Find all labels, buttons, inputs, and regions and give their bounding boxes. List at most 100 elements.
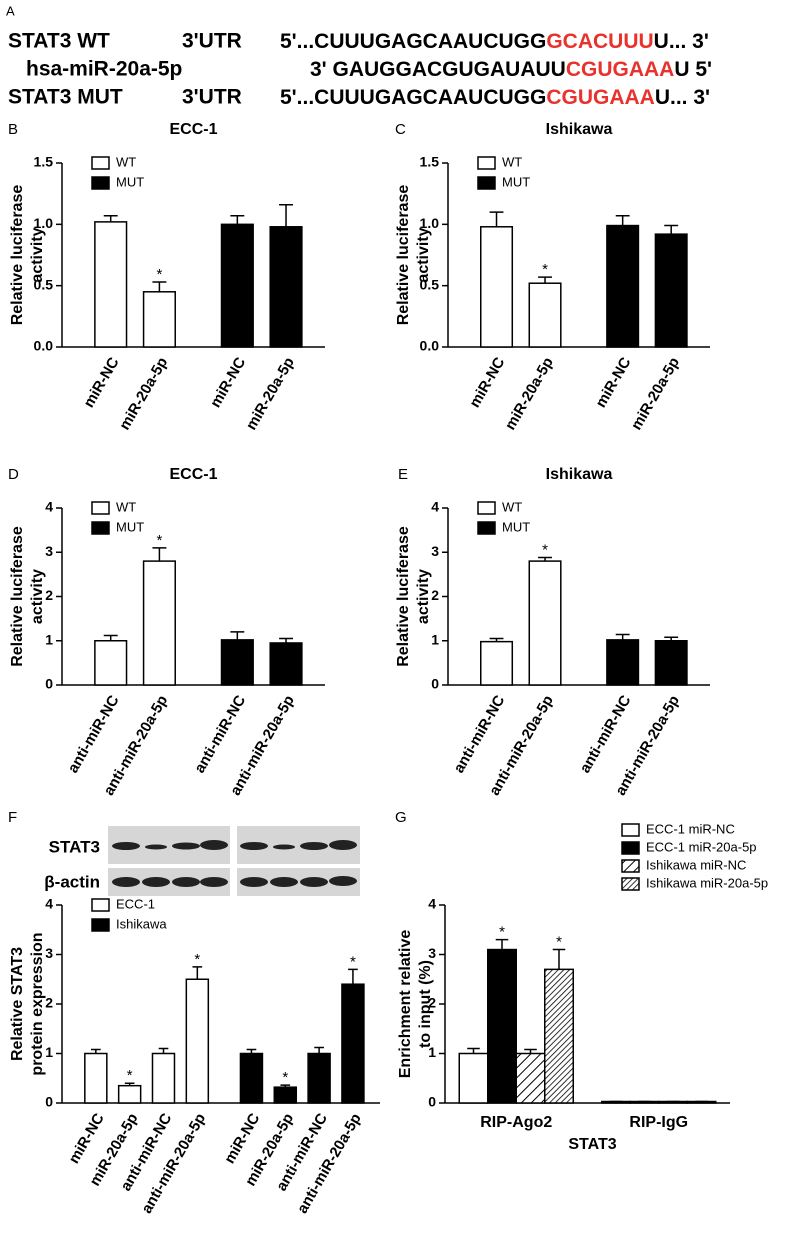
error-bar <box>524 1048 537 1054</box>
y-tick-label: 1 <box>428 1044 436 1060</box>
significance-label: * <box>156 532 162 549</box>
y-tick-label: 0.5 <box>34 276 54 292</box>
sequence-part: CGUGAAA <box>546 86 655 109</box>
y-axis-label: activity <box>29 227 46 282</box>
legend-label: MUT <box>502 519 530 534</box>
error-bar <box>152 281 167 292</box>
bar <box>528 560 562 686</box>
chart-title: ECC-1 <box>169 121 217 138</box>
legend-label: MUT <box>116 519 144 534</box>
bar <box>273 1086 298 1104</box>
x-tick-label: miR-20a-5p <box>628 354 683 433</box>
bar <box>480 226 514 348</box>
legend-swatch <box>621 859 640 873</box>
error-bar <box>314 1046 324 1054</box>
y-tick-label: 3 <box>45 543 53 559</box>
y-axis-label: to input (%) <box>417 960 434 1048</box>
legend-swatch <box>91 898 110 912</box>
panel-label: D <box>8 466 19 483</box>
legend-swatch <box>621 823 640 837</box>
significance-label: * <box>350 953 356 970</box>
y-tick-label: 4 <box>428 896 436 912</box>
x-tick-label: anti-miR-NC <box>450 692 508 776</box>
bar <box>654 233 688 348</box>
significance-label: * <box>156 266 162 283</box>
y-tick-label: 4 <box>45 896 53 912</box>
y-axis-label: Relative luciferase <box>395 526 412 667</box>
legend-label: ECC-1 miR-20a-5p <box>646 839 757 854</box>
significance-label: * <box>282 1069 288 1086</box>
y-axis-label: Relative luciferase <box>9 185 26 326</box>
legend-swatch <box>91 176 110 190</box>
legend-swatch <box>621 877 640 891</box>
error-bar <box>664 224 679 235</box>
legend-swatch <box>477 176 496 190</box>
legend-label: WT <box>116 499 136 514</box>
y-axis-label: Relative luciferase <box>9 526 26 667</box>
legend-label: Ishikawa <box>116 916 167 931</box>
significance-label: * <box>542 542 548 559</box>
x-tick-label: miR-NC <box>592 354 634 410</box>
x-tick-label: anti-miR-NC <box>65 692 123 776</box>
error-bar <box>90 1048 101 1054</box>
sequence-part: 5'...CUUUGAGCAAUCUGG <box>280 86 546 109</box>
error-bar <box>538 276 552 284</box>
bar <box>239 1052 264 1104</box>
sequence-part: GCACUUU <box>546 30 653 53</box>
legend-label: ECC-1 <box>116 896 155 911</box>
legend-swatch <box>91 501 110 515</box>
error-bar <box>280 1084 291 1088</box>
y-tick-label: 0 <box>45 1094 53 1110</box>
bar <box>341 983 365 1104</box>
bar <box>269 226 303 348</box>
y-tick-label: 2 <box>45 587 53 603</box>
error-bar <box>664 636 679 641</box>
error-bar <box>158 1047 169 1054</box>
x-tick-label: miR-NC <box>207 354 249 410</box>
error-bar <box>615 633 630 640</box>
y-tick-label: 0 <box>428 1094 436 1110</box>
chart-title: Ishikawa <box>546 121 613 138</box>
panel-label: E <box>398 466 408 483</box>
sequence-name: hsa-miR-20a-5p <box>26 58 182 81</box>
panel-label: G <box>395 809 407 826</box>
y-tick-label: 1 <box>45 631 53 647</box>
significance-label: * <box>194 951 200 968</box>
sequence-region: 3'UTR <box>182 86 242 109</box>
legend-swatch <box>91 521 110 535</box>
bar <box>142 560 176 686</box>
legend-label: Ishikawa miR-20a-5p <box>646 875 768 890</box>
sequence-part: CGUGAAA <box>566 58 675 81</box>
bar <box>654 640 688 686</box>
y-axis-label: activity <box>415 227 432 282</box>
y-tick-label: 0 <box>45 676 53 692</box>
blot-label: STAT3 <box>49 837 100 856</box>
x-tick-label: miR-20a-5p <box>243 354 298 433</box>
bar <box>185 978 210 1104</box>
x-tick-label: miR-20a-5p <box>116 354 171 433</box>
y-axis-label: Relative STAT3 <box>9 947 26 1061</box>
y-tick-label: 1.0 <box>34 215 54 231</box>
y-tick-label: 3 <box>431 543 439 559</box>
bar <box>94 221 128 348</box>
sequence-name: STAT3 WT <box>8 30 110 53</box>
error-bar <box>230 214 245 225</box>
sequence-part: U... 3' <box>654 30 709 53</box>
blot-label: β-actin <box>44 872 100 891</box>
error-bar <box>152 547 167 562</box>
bar <box>606 224 640 348</box>
error-bar <box>279 203 294 227</box>
legend-swatch <box>621 841 640 855</box>
bar <box>84 1052 108 1104</box>
legend-swatch <box>477 521 496 535</box>
bar <box>606 639 640 686</box>
error-bar <box>103 214 118 222</box>
error-bar <box>552 948 566 970</box>
sequence-part: U... 3' <box>655 86 710 109</box>
chart-title: Ishikawa <box>546 466 613 483</box>
error-bar <box>124 1082 135 1086</box>
x-tick-label: anti-miR-NC <box>191 692 249 776</box>
legend-label: Ishikawa miR-NC <box>646 857 746 872</box>
x-axis-label: STAT3 <box>568 1136 616 1153</box>
